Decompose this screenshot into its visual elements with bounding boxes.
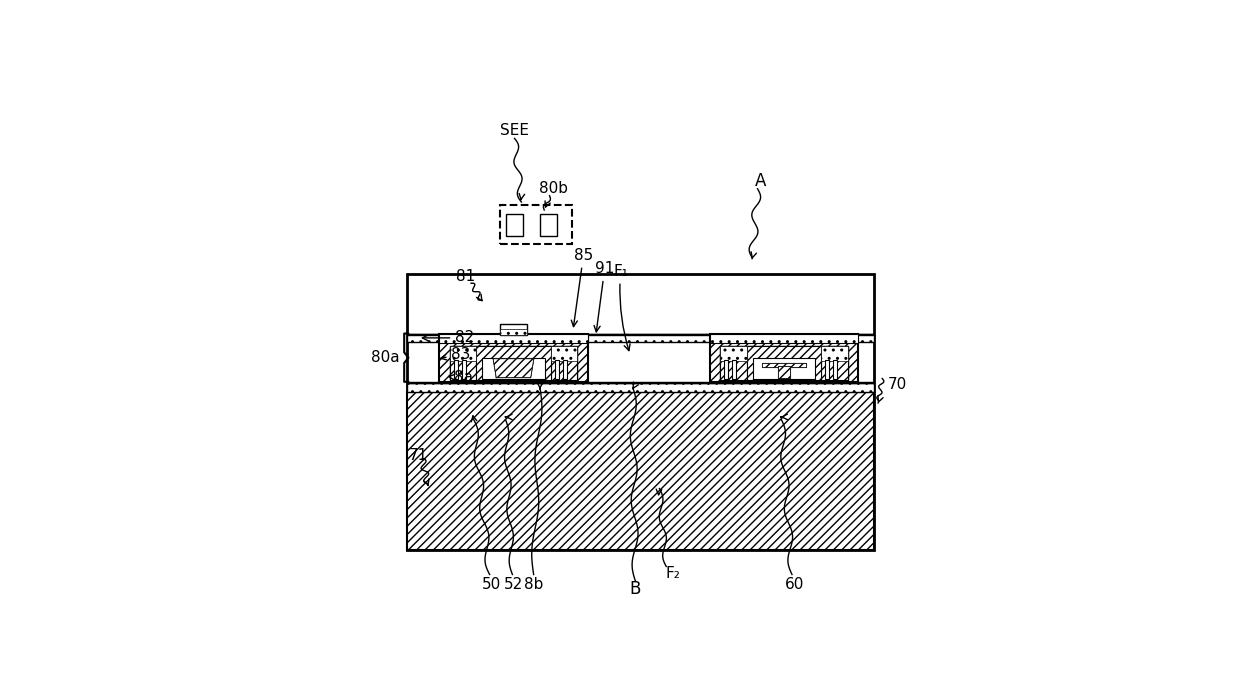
Bar	[408, 274, 874, 550]
Text: 71: 71	[408, 448, 428, 463]
Text: 70: 70	[888, 376, 906, 391]
Bar	[753, 358, 815, 379]
Text: 83: 83	[450, 347, 470, 362]
Bar	[476, 346, 551, 380]
Polygon shape	[494, 359, 533, 378]
Polygon shape	[494, 359, 533, 378]
Text: 50: 50	[481, 577, 501, 592]
Bar	[439, 333, 588, 343]
Bar	[720, 346, 848, 380]
Bar	[554, 360, 559, 379]
Bar	[506, 214, 523, 236]
Text: SEE: SEE	[500, 123, 529, 138]
Text: 80a: 80a	[371, 350, 399, 365]
Bar	[724, 360, 728, 379]
Text: 91: 91	[594, 261, 614, 332]
Bar	[450, 346, 578, 380]
Bar	[461, 360, 466, 379]
Bar	[408, 392, 874, 550]
Bar	[779, 366, 790, 378]
Bar	[779, 366, 790, 378]
Text: 82: 82	[455, 331, 474, 345]
Bar	[408, 382, 874, 383]
Text: 52: 52	[503, 577, 523, 592]
Bar	[720, 346, 746, 361]
Text: F₂: F₂	[665, 566, 680, 581]
Bar	[551, 346, 578, 380]
Bar	[746, 346, 821, 380]
Bar	[821, 346, 848, 380]
Bar	[551, 346, 578, 361]
Bar	[450, 346, 476, 380]
Text: 8a: 8a	[454, 371, 474, 385]
Text: B: B	[630, 580, 641, 598]
Bar	[482, 358, 544, 379]
Bar	[720, 346, 746, 380]
Bar	[563, 360, 567, 379]
Bar	[763, 362, 806, 367]
Text: 85: 85	[572, 247, 593, 327]
Bar	[454, 360, 458, 379]
Text: 81: 81	[456, 269, 475, 284]
Bar	[439, 333, 588, 382]
Text: 8b: 8b	[525, 577, 543, 592]
Text: F₁: F₁	[614, 263, 630, 351]
Bar	[408, 383, 874, 392]
Bar	[450, 346, 476, 361]
Bar	[732, 360, 737, 379]
Bar	[709, 333, 858, 343]
Text: 60: 60	[785, 577, 805, 592]
Bar	[825, 360, 830, 379]
Text: A: A	[754, 172, 766, 190]
Bar	[500, 324, 527, 335]
Bar	[709, 333, 858, 382]
Bar	[500, 329, 527, 335]
Bar	[500, 205, 572, 245]
Bar	[821, 346, 848, 361]
Bar	[539, 214, 557, 236]
Bar	[833, 360, 837, 379]
Bar	[408, 333, 874, 335]
Bar	[408, 333, 874, 342]
Text: 80b: 80b	[538, 181, 568, 196]
Bar	[763, 362, 806, 367]
